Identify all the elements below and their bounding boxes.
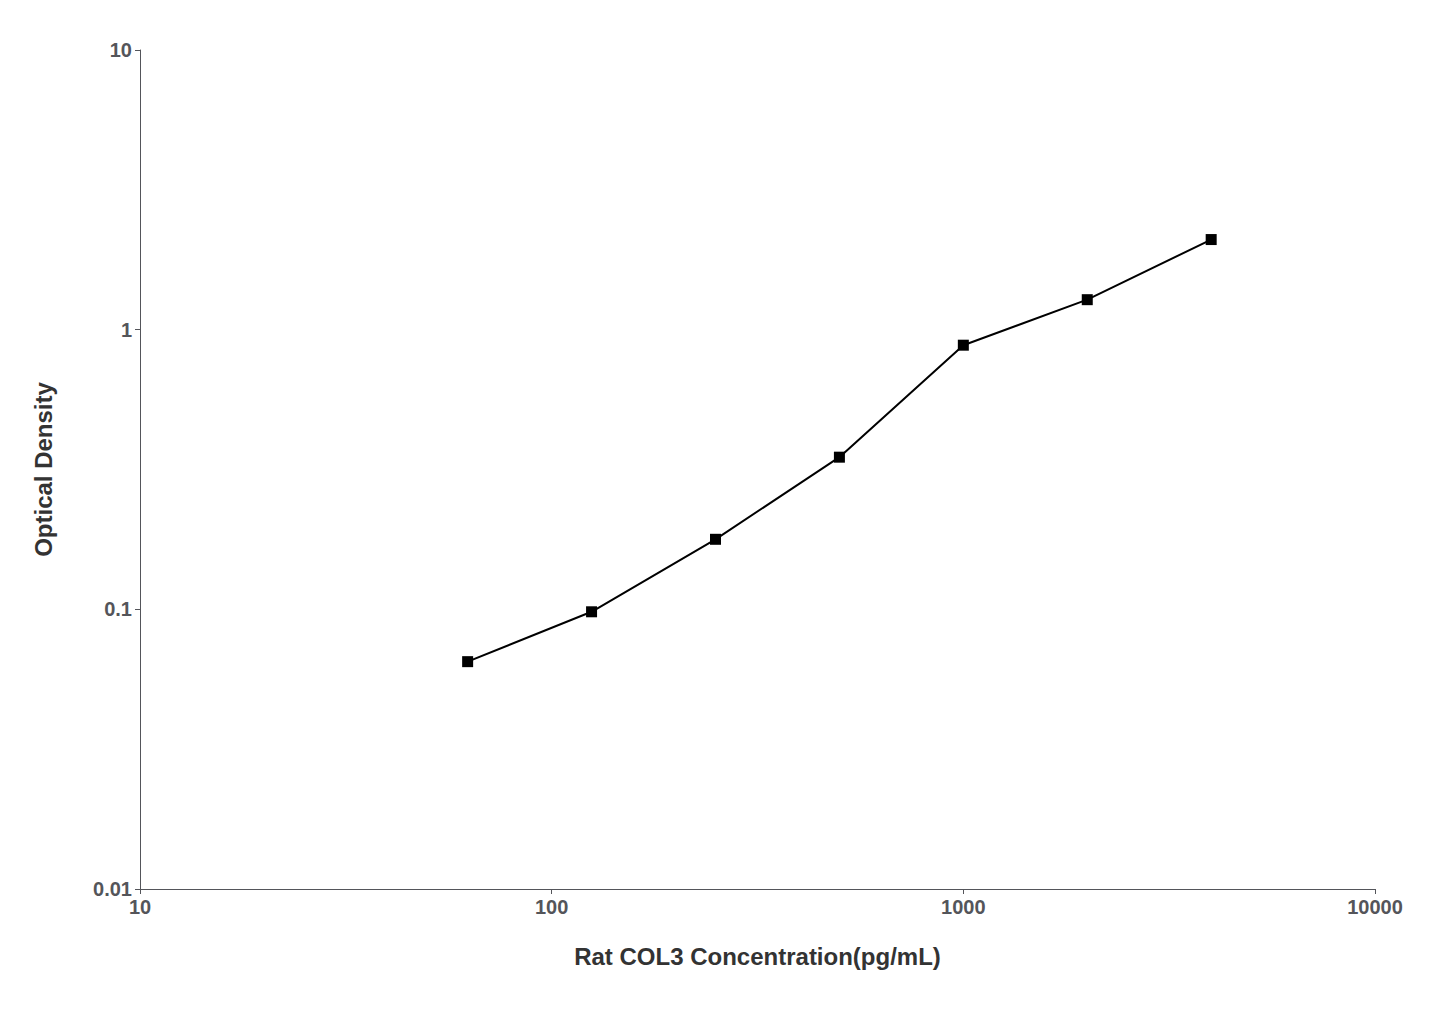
svg-text:10000: 10000 [1347, 896, 1403, 918]
svg-text:10: 10 [129, 896, 151, 918]
svg-text:1000: 1000 [941, 896, 986, 918]
svg-text:0.1: 0.1 [104, 598, 132, 620]
svg-text:Rat COL3 Concentration(pg/mL): Rat COL3 Concentration(pg/mL) [574, 943, 941, 970]
svg-text:0.01: 0.01 [93, 878, 132, 900]
svg-text:10: 10 [110, 39, 132, 61]
svg-text:1: 1 [121, 319, 132, 341]
svg-text:100: 100 [535, 896, 568, 918]
svg-text:Optical Density: Optical Density [30, 381, 57, 556]
